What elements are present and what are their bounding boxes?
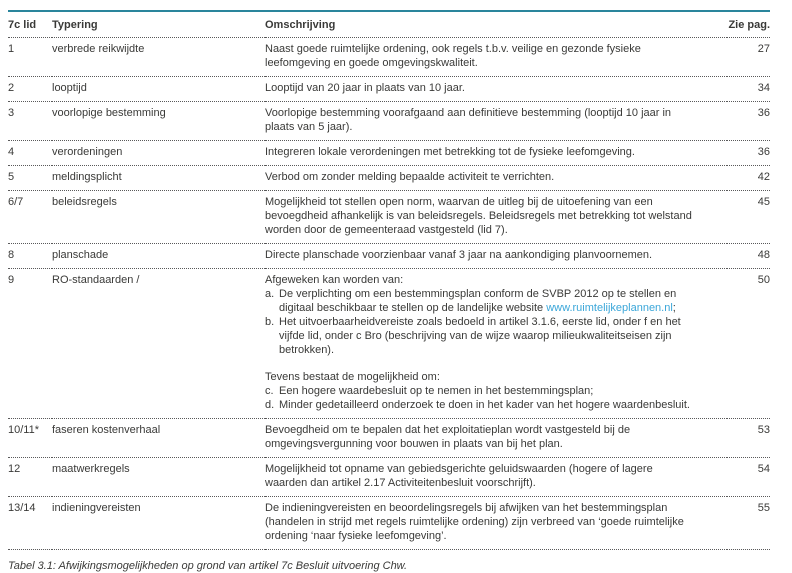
table-row: 2 looptijd Looptijd van 20 jaar in plaats …	[8, 76, 770, 102]
row-lid: 3	[8, 101, 52, 141]
row-page: 27	[727, 37, 770, 77]
description-text: Integreren lokale verordeningen met betr…	[265, 146, 635, 158]
row-typering: looptijd	[52, 76, 265, 102]
row-lid: 1	[8, 37, 52, 77]
row-typering: indieningvereisten	[52, 496, 265, 550]
table-header: 7c lid Typering Omschrijving Zie pag.	[8, 11, 770, 38]
row-typering: verordeningen	[52, 140, 265, 166]
list-item-text: Het uitvoerbaarheidvereiste zoals bedoel…	[279, 316, 681, 356]
row-typering: RO-standaarden /	[52, 268, 265, 419]
list-item-text: Een hogere waardebesluit op te nemen in …	[279, 385, 594, 397]
row-omschrijving: Voorlopige bestemming voorafgaand aan de…	[265, 101, 727, 141]
row-lid: 2	[8, 76, 52, 102]
row-omschrijving: Mogelijkheid tot stellen open norm, waar…	[265, 190, 727, 244]
table-row: 5 meldingsplicht Verbod om zonder melding …	[8, 165, 770, 191]
row-lid: 4	[8, 140, 52, 166]
table-row: 8 planschade Directe planschade voorzienba…	[8, 243, 770, 269]
table-row: 13/14 indieningvereisten De indieningverei…	[8, 496, 770, 550]
list-item: d. Minder gedetailleerd onderzoek te doen…	[265, 398, 693, 412]
table-header-row: 7c lid Typering Omschrijving Zie pag.	[8, 11, 770, 38]
row-page: 48	[727, 243, 770, 269]
paragraph-gap	[265, 357, 693, 370]
row-omschrijving: Mogelijkheid tot opname van gebiedsgeric…	[265, 457, 727, 497]
row-omschrijving: Afgeweken kan worden van: a. De verplichti…	[265, 268, 727, 419]
description-text: Mogelijkheid tot opname van gebiedsgeric…	[265, 463, 653, 489]
col-header-7c-lid: 7c lid	[8, 11, 52, 38]
row-omschrijving: Looptijd van 20 jaar in plaats van 10 ja…	[265, 76, 727, 102]
table-row: 10/11* faseren kostenverhaal Bevoegdheid o…	[8, 418, 770, 458]
description-text: Mogelijkheid tot stellen open norm, waar…	[265, 196, 692, 236]
row-page: 45	[727, 190, 770, 244]
row-typering: voorlopige bestemming	[52, 101, 265, 141]
row-omschrijving: Naast goede ruimtelijke ordening, ook re…	[265, 37, 727, 77]
row-lid: 9	[8, 268, 52, 419]
row-lid: 8	[8, 243, 52, 269]
row-typering: maatwerkregels	[52, 457, 265, 497]
list-marker: a.	[265, 288, 275, 300]
row-page: 36	[727, 101, 770, 141]
link-ruimtelijkeplannen[interactable]: www.ruimtelijkeplannen.nl	[546, 302, 673, 314]
list-item-text: De verplichting om een bestemmingsplan c…	[279, 288, 677, 314]
list-item: a. De verplichting om een bestemmingsplan…	[265, 287, 693, 315]
col-header-omschrijving: Omschrijving	[265, 11, 727, 38]
row-typering: planschade	[52, 243, 265, 269]
row-lid: 5	[8, 165, 52, 191]
table-row: 12 maatwerkregels Mogelijkheid tot opname …	[8, 457, 770, 497]
table-row: 9 RO-standaarden / Afgeweken kan worden va…	[8, 268, 770, 419]
table-row: 4 verordeningen Integreren lokale verorden…	[8, 140, 770, 166]
table-row: 6/7 beleidsregels Mogelijkheid tot stellen…	[8, 190, 770, 244]
row-lid: 6/7	[8, 190, 52, 244]
description-text: Verbod om zonder melding bepaalde activi…	[265, 171, 555, 183]
description-text: Tevens bestaat de mogelijkheid om:	[265, 371, 440, 383]
row-page: 42	[727, 165, 770, 191]
row-typering: faseren kostenverhaal	[52, 418, 265, 458]
list-marker: b.	[265, 316, 275, 328]
list-item: c. Een hogere waardebesluit op te nemen i…	[265, 384, 693, 398]
description-text: Bevoegdheid om te bepalen dat het exploi…	[265, 424, 631, 450]
description-text: De indieningvereisten en beoordelingsreg…	[265, 502, 684, 542]
list-marker: c.	[265, 385, 274, 397]
row-page: 54	[727, 457, 770, 497]
row-lid: 10/11*	[8, 418, 52, 458]
description-text: Naast goede ruimtelijke ordening, ook re…	[265, 43, 641, 69]
row-page: 50	[727, 268, 770, 419]
table-body: 1 verbrede reikwijdte Naast goede ruimteli…	[8, 37, 770, 550]
list-item: b. Het uitvoerbaarheidvereiste zoals bedo…	[265, 315, 693, 357]
row-page: 55	[727, 496, 770, 550]
description-text: Afgeweken kan worden van:	[265, 274, 404, 286]
row-typering: meldingsplicht	[52, 165, 265, 191]
row-omschrijving: Verbod om zonder melding bepaalde activi…	[265, 165, 727, 191]
description-text: Looptijd van 20 jaar in plaats van 10 ja…	[265, 82, 465, 94]
row-omschrijving: Bevoegdheid om te bepalen dat het exploi…	[265, 418, 727, 458]
row-omschrijving: Integreren lokale verordeningen met betr…	[265, 140, 727, 166]
list-marker: d.	[265, 399, 275, 411]
row-page: 34	[727, 76, 770, 102]
table-row: 3 voorlopige bestemming Voorlopige bestemm…	[8, 101, 770, 141]
col-header-typering: Typering	[52, 11, 265, 38]
description-text: Voorlopige bestemming voorafgaand aan de…	[265, 107, 672, 133]
description-text: Directe planschade voorzienbaar vanaf 3 …	[265, 249, 653, 261]
row-omschrijving: De indieningvereisten en beoordelingsreg…	[265, 496, 727, 550]
row-omschrijving: Directe planschade voorzienbaar vanaf 3 …	[265, 243, 727, 269]
row-typering: verbrede reikwijdte	[52, 37, 265, 77]
row-typering: beleidsregels	[52, 190, 265, 244]
list-item-text: Minder gedetailleerd onderzoek te doen i…	[279, 399, 690, 411]
row-page: 36	[727, 140, 770, 166]
row-lid: 12	[8, 457, 52, 497]
row-page: 53	[727, 418, 770, 458]
row-lid: 13/14	[8, 496, 52, 550]
col-header-zie-pag: Zie pag.	[727, 11, 770, 38]
table-row: 1 verbrede reikwijdte Naast goede ruimteli…	[8, 37, 770, 77]
table-caption: Tabel 3.1: Afwijkingsmogelijkheden op gr…	[8, 560, 408, 572]
